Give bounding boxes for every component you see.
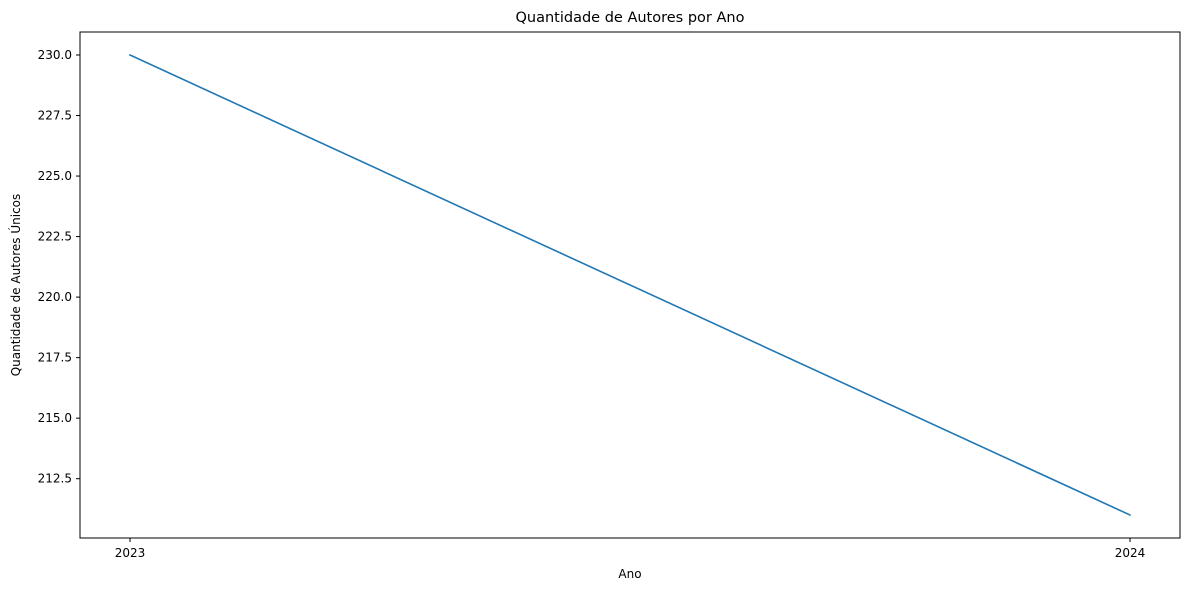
y-tick-label: 215.0 [38,411,72,425]
x-axis-ticks: 2023 2024 [115,538,1146,560]
y-axis-label: Quantidade de Autores Únicos [8,194,23,377]
y-tick-label: 222.5 [38,230,72,244]
x-tick-label: 2023 [115,546,146,560]
y-tick-label: 230.0 [38,48,72,62]
series-line [128,53,1132,517]
y-tick-label: 220.0 [38,290,72,304]
y-axis-ticks: 212.5 215.0 217.5 220.0 222.5 225.0 227.5 230.0 [38,48,80,486]
y-tick-label: 227.5 [38,109,72,123]
chart-title: Quantidade de Autores por Ano [516,10,745,26]
plot-frame [79,31,1181,539]
x-tick-label: 2024 [1115,546,1146,560]
x-axis-label: Ano [618,567,641,581]
y-tick-label: 225.0 [38,169,72,183]
plot-area [79,31,1181,539]
y-tick-label: 212.5 [38,472,72,486]
y-tick-label: 217.5 [38,351,72,365]
